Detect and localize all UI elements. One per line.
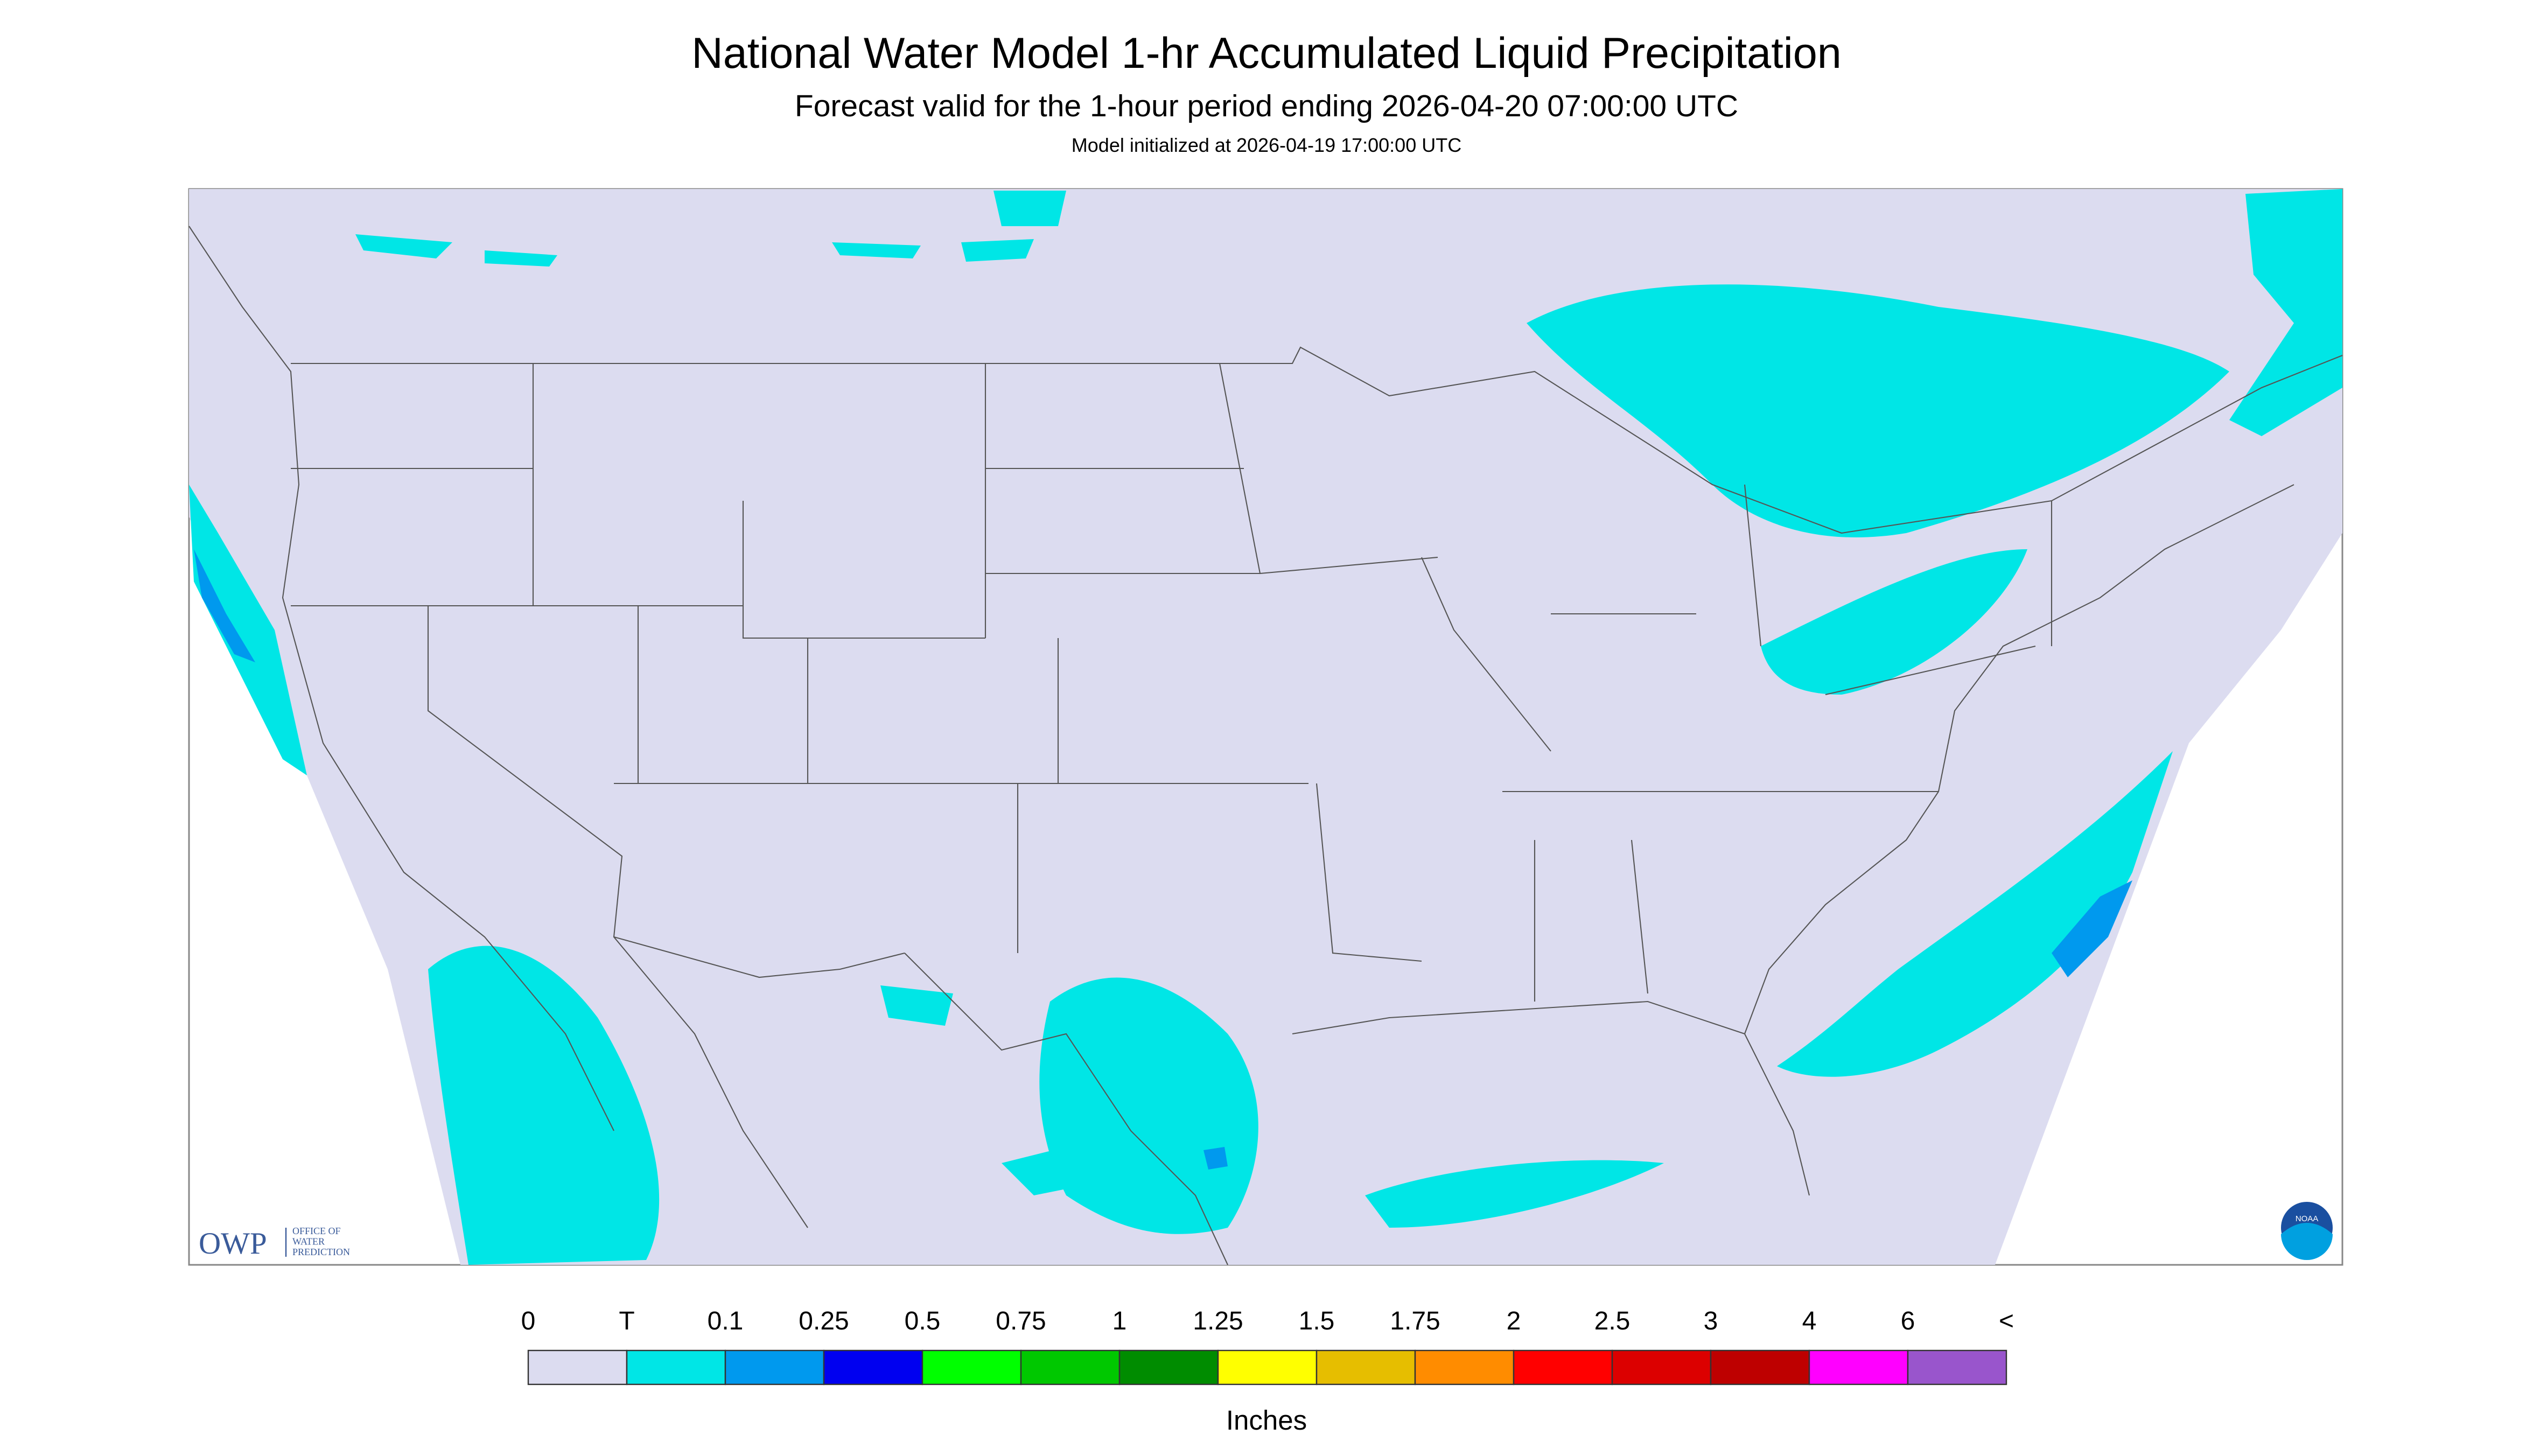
legend-swatch — [1414, 1349, 1515, 1385]
owp-line: OFFICE OF — [292, 1226, 341, 1236]
legend-swatch — [1611, 1349, 1712, 1385]
title: National Water Model 1-hr Accumulated Li… — [691, 29, 1842, 78]
legend-label: 1.5 — [1299, 1307, 1335, 1335]
legend-swatch — [1710, 1349, 1810, 1385]
noaa-logo: NOAA — [2281, 1202, 2333, 1261]
legend-label: 2.5 — [1594, 1307, 1631, 1335]
legend-swatch — [1217, 1349, 1318, 1385]
precip-heavier — [194, 549, 2132, 1170]
legend-label: < — [1999, 1307, 2014, 1335]
owp-logo: OWP OFFICE OF WATER PREDICTION — [199, 1226, 350, 1261]
legend-swatch — [921, 1349, 1022, 1385]
legend-swatch — [626, 1349, 726, 1385]
legend-label: 1.25 — [1193, 1307, 1243, 1335]
legend-label: 0 — [521, 1307, 536, 1335]
legend-swatch — [1118, 1349, 1219, 1385]
legend-label: 2 — [1507, 1307, 1521, 1335]
legend-swatch — [724, 1349, 825, 1385]
legend-label: 6 — [1901, 1307, 1915, 1335]
legend-label: 3 — [1704, 1307, 1718, 1335]
owp-subtext: OFFICE OF WATER PREDICTION — [292, 1226, 350, 1257]
legend-unit: Inches — [1226, 1405, 1307, 1436]
legend-swatch — [527, 1349, 628, 1385]
legend-swatch — [1513, 1349, 1613, 1385]
legend-label: 0.5 — [905, 1307, 941, 1335]
legend-swatch — [1316, 1349, 1416, 1385]
boundaries — [188, 226, 2343, 1265]
init-note: Model initialized at 2026-04-19 17:00:00… — [1072, 134, 1461, 156]
noaa-text: NOAA — [2296, 1214, 2319, 1223]
legend-swatch — [1808, 1349, 1909, 1385]
legend-label: 1 — [1112, 1307, 1127, 1335]
owp-text: OWP — [199, 1227, 267, 1261]
legend: 0 T 0.1 0.25 0.5 0.75 1 1.25 1.5 1.75 2 2.5 3 4 6 < — [521, 1307, 2014, 1385]
precip-areas — [189, 189, 2342, 1265]
legend-swatch — [1907, 1349, 2007, 1385]
owp-line: PREDICTION — [292, 1247, 350, 1257]
legend-label: 0.25 — [799, 1307, 849, 1335]
legend-swatch — [823, 1349, 923, 1385]
legend-label: 0.1 — [708, 1307, 744, 1335]
owp-line: WATER — [292, 1236, 325, 1247]
legend-label: 4 — [1802, 1307, 1817, 1335]
legend-label: T — [619, 1307, 634, 1335]
legend-label: 1.75 — [1390, 1307, 1440, 1335]
legend-label: 0.75 — [996, 1307, 1046, 1335]
subtitle: Forecast valid for the 1-hour period end… — [795, 89, 1738, 123]
noaa-wave — [2281, 1223, 2333, 1261]
legend-swatch — [1020, 1349, 1121, 1385]
